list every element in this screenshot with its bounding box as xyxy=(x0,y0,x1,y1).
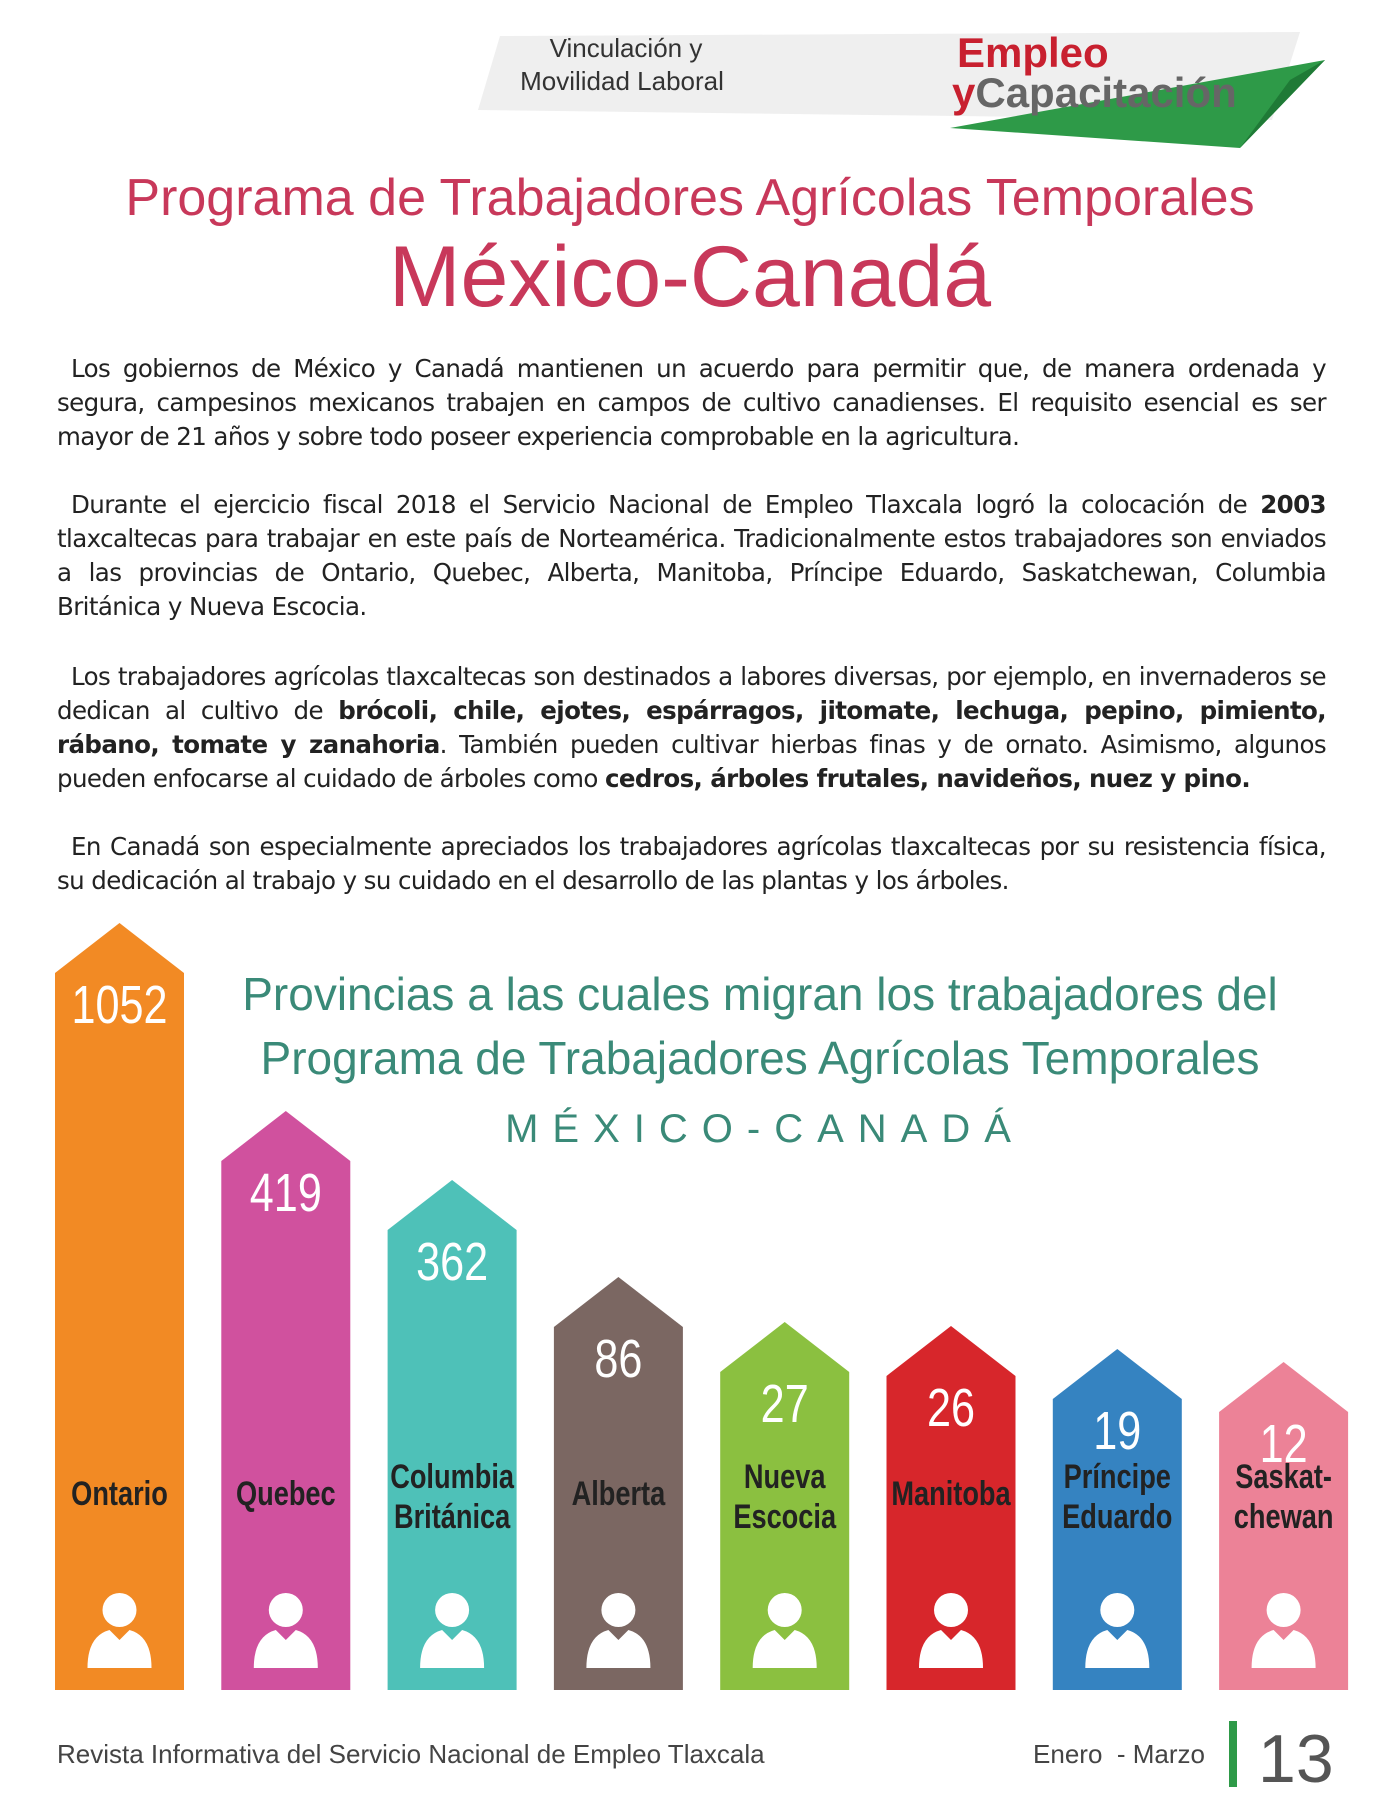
person-body xyxy=(420,1630,485,1668)
chart-title: Provincias a las cuales migran los traba… xyxy=(242,968,1278,1020)
footer-bar xyxy=(1229,1721,1237,1787)
person-body xyxy=(586,1630,651,1668)
person-body xyxy=(1085,1630,1150,1668)
person-body xyxy=(919,1630,983,1668)
label-group: Columbia xyxy=(390,1457,515,1496)
footer-publication: Revista Informativa del Servicio Naciona… xyxy=(57,1739,765,1769)
page-title: Programa de Trabajadores Agrícolas Tempo… xyxy=(125,169,1254,227)
province-column xyxy=(886,1326,1016,1690)
province-value: 86 xyxy=(594,1330,642,1390)
label-group: Saskat- xyxy=(1235,1457,1332,1496)
province-label: Nueva xyxy=(744,1457,826,1496)
paragraph: En Canadá son especialmente apreciados l… xyxy=(57,830,1327,898)
person-head xyxy=(435,1593,470,1627)
value-group: 419 xyxy=(250,1164,322,1224)
value-group: 27 xyxy=(761,1375,809,1435)
person-body xyxy=(87,1630,152,1668)
chart-title: Programa de Trabajadores Agrícolas Tempo… xyxy=(261,1032,1260,1084)
person-body xyxy=(752,1630,817,1668)
person-head xyxy=(1266,1593,1301,1627)
province-value: 12 xyxy=(1260,1415,1308,1475)
province-label: Manitoba xyxy=(891,1474,1011,1513)
paragraph: Durante el ejercicio fiscal 2018 el Serv… xyxy=(57,488,1327,624)
text: Los trabajadores agrícolas tlaxcaltecas … xyxy=(57,662,1327,725)
brand-name: yCapacitación xyxy=(952,69,1237,116)
brand-word: Capacitación xyxy=(975,69,1236,116)
province-value: 419 xyxy=(250,1164,322,1224)
province-column xyxy=(55,923,184,1690)
province-label: Columbia xyxy=(390,1457,515,1496)
person-head xyxy=(767,1593,802,1627)
province-value: 27 xyxy=(761,1375,809,1435)
province-column xyxy=(221,1111,351,1690)
province-label: Saskat- xyxy=(1235,1457,1332,1496)
province-column xyxy=(720,1322,850,1690)
bold-text: 2003 xyxy=(1260,490,1326,519)
page-title-main: México-Canadá xyxy=(389,229,991,325)
header-section: Movilidad Laboral xyxy=(520,66,724,96)
label-group: chewan xyxy=(1234,1497,1334,1536)
province-value: 362 xyxy=(416,1233,488,1293)
person-head xyxy=(934,1593,968,1627)
province-label: chewan xyxy=(1234,1497,1334,1536)
text: Durante el ejercicio fiscal 2018 el Serv… xyxy=(71,490,1261,519)
text: tlaxcaltecas para trabajar en este país … xyxy=(57,524,1327,621)
person-body xyxy=(253,1630,318,1668)
province-column xyxy=(553,1277,683,1690)
province-label: Británica xyxy=(394,1497,511,1536)
label-group: Nueva xyxy=(744,1457,826,1496)
page-number: 13 xyxy=(1258,1721,1334,1797)
label-group: Alberta xyxy=(572,1474,666,1513)
value-group: 86 xyxy=(594,1330,642,1390)
value-group: 12 xyxy=(1260,1415,1308,1475)
person-head xyxy=(1100,1593,1135,1627)
bold-text: cedros, árboles frutales, navideños, nue… xyxy=(604,764,1251,793)
value-group: 362 xyxy=(416,1233,488,1293)
footer-period: Enero - Marzo xyxy=(1033,1739,1205,1769)
text: Los gobiernos de México y Canadá mantien… xyxy=(57,354,1327,451)
chart-subtitle: MÉXICO-CANADÁ xyxy=(505,1106,1025,1151)
person-body xyxy=(1251,1630,1316,1668)
province-value: 1052 xyxy=(71,976,167,1036)
brand-name: Empleo xyxy=(957,29,1109,76)
value-group: 1052 xyxy=(71,976,167,1036)
label-group: Ontario xyxy=(71,1474,168,1513)
province-label: Eduardo xyxy=(1062,1497,1172,1536)
value-group: 19 xyxy=(1093,1402,1141,1462)
label-group: Manitoba xyxy=(891,1474,1011,1513)
province-label: Escocia xyxy=(733,1497,837,1536)
label-group: Eduardo xyxy=(1062,1497,1172,1536)
province-value: 26 xyxy=(927,1379,975,1439)
brand-y: y xyxy=(952,69,976,116)
label-group: Británica xyxy=(394,1497,511,1536)
province-label: Quebec xyxy=(236,1474,336,1513)
province-column xyxy=(1052,1349,1182,1690)
province-column xyxy=(387,1180,517,1690)
province-label: Ontario xyxy=(71,1474,168,1513)
province-label: Alberta xyxy=(572,1474,666,1513)
person-head xyxy=(268,1593,303,1627)
person-head xyxy=(601,1593,636,1627)
province-column xyxy=(1219,1362,1349,1690)
header-swoosh xyxy=(950,60,1325,148)
paragraph: Los trabajadores agrícolas tlaxcaltecas … xyxy=(57,660,1327,796)
value-group: 26 xyxy=(927,1379,975,1439)
bold-text: brócoli, chile, ejotes, espárragos, jito… xyxy=(57,696,1327,759)
province-value: 19 xyxy=(1093,1402,1141,1462)
paragraph: Los gobiernos de México y Canadá mantien… xyxy=(57,352,1327,454)
header-section: Vinculación y xyxy=(550,33,703,63)
label-group: Quebec xyxy=(236,1474,336,1513)
text: . También pueden cultivar hierbas finas … xyxy=(57,730,1327,793)
province-label: Príncipe xyxy=(1064,1457,1171,1496)
text: En Canadá son especialmente apreciados l… xyxy=(57,832,1327,895)
header-banner xyxy=(478,32,1300,120)
label-group: Príncipe xyxy=(1064,1457,1171,1496)
label-group: Escocia xyxy=(733,1497,837,1536)
person-head xyxy=(102,1593,137,1627)
header-swoosh-shade xyxy=(1240,60,1325,148)
